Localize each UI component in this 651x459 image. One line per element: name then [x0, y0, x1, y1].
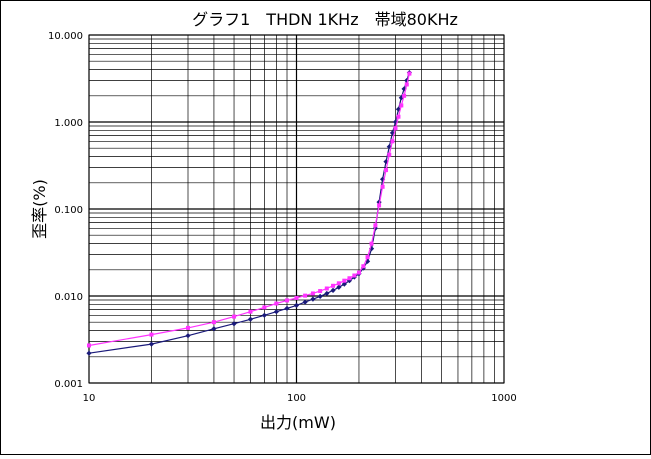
- data-point: [402, 93, 407, 98]
- data-point: [273, 309, 279, 315]
- data-point: [185, 333, 191, 339]
- data-point: [285, 298, 290, 303]
- x-axis-label: 出力(mW): [260, 413, 336, 432]
- data-point: [365, 255, 370, 260]
- data-point: [336, 284, 342, 290]
- data-point: [341, 281, 347, 287]
- data-point: [149, 332, 154, 337]
- data-point: [401, 86, 407, 92]
- data-point: [404, 77, 410, 84]
- data-point: [380, 184, 385, 189]
- y-axis-label: 歪率(%): [30, 179, 49, 239]
- data-point: [248, 309, 253, 314]
- series-layer: [86, 69, 412, 356]
- data-point: [380, 176, 386, 182]
- data-point: [318, 289, 323, 294]
- data-point: [389, 130, 396, 136]
- data-point: [87, 343, 91, 348]
- grid-lines: [88, 34, 505, 384]
- data-point: [361, 264, 366, 269]
- plot-border: [88, 34, 505, 384]
- data-point: [377, 203, 382, 208]
- data-point: [211, 326, 217, 332]
- data-point: [148, 341, 155, 347]
- series-2: [87, 71, 412, 348]
- data-point: [262, 305, 267, 310]
- data-point: [384, 168, 389, 173]
- data-point: [404, 82, 409, 87]
- data-point: [369, 241, 374, 246]
- x-tick-label: 100: [287, 393, 306, 404]
- data-point: [310, 291, 315, 296]
- y-tick-label: 0.001: [54, 379, 83, 390]
- data-point: [231, 321, 237, 327]
- y-tick-label: 0.010: [54, 292, 83, 303]
- data-point: [310, 296, 316, 302]
- data-point: [186, 325, 191, 330]
- data-point: [393, 126, 398, 131]
- data-point: [390, 139, 395, 144]
- data-point: [302, 299, 308, 305]
- data-point: [347, 276, 352, 281]
- data-point: [372, 225, 378, 231]
- data-point: [331, 283, 336, 288]
- data-point: [387, 152, 392, 157]
- data-point: [247, 316, 254, 322]
- data-point: [330, 287, 336, 293]
- data-point: [284, 305, 290, 312]
- data-point: [407, 71, 412, 76]
- data-point: [324, 286, 329, 291]
- y-tick-label: 10.000: [48, 31, 83, 42]
- data-point: [261, 312, 267, 318]
- x-tick-label: 1000: [491, 393, 516, 404]
- data-point: [274, 301, 279, 306]
- data-point: [336, 281, 341, 286]
- data-point: [352, 273, 357, 278]
- data-point: [293, 302, 300, 308]
- y-tick-label: 0.100: [54, 205, 83, 216]
- data-point: [395, 106, 402, 112]
- data-point: [86, 350, 92, 356]
- data-point: [232, 314, 237, 319]
- data-point: [356, 270, 361, 275]
- series-1: [86, 69, 412, 356]
- tick-labels: 10 100 1000 0.001 0.010 0.100 1.000 10.000: [48, 31, 517, 404]
- data-point: [294, 295, 299, 300]
- data-point: [324, 290, 330, 297]
- data-point: [317, 293, 323, 299]
- chart-title: グラフ1 THDN 1KHz 帯域80KHz: [192, 10, 458, 29]
- data-point: [211, 320, 216, 325]
- data-point: [342, 278, 347, 283]
- data-point: [303, 293, 308, 298]
- data-point: [392, 119, 399, 125]
- data-point: [373, 223, 378, 228]
- data-point: [396, 114, 401, 119]
- y-tick-label: 1.000: [54, 118, 83, 129]
- data-point: [386, 144, 392, 150]
- data-point: [399, 103, 404, 108]
- x-tick-label: 10: [83, 393, 96, 404]
